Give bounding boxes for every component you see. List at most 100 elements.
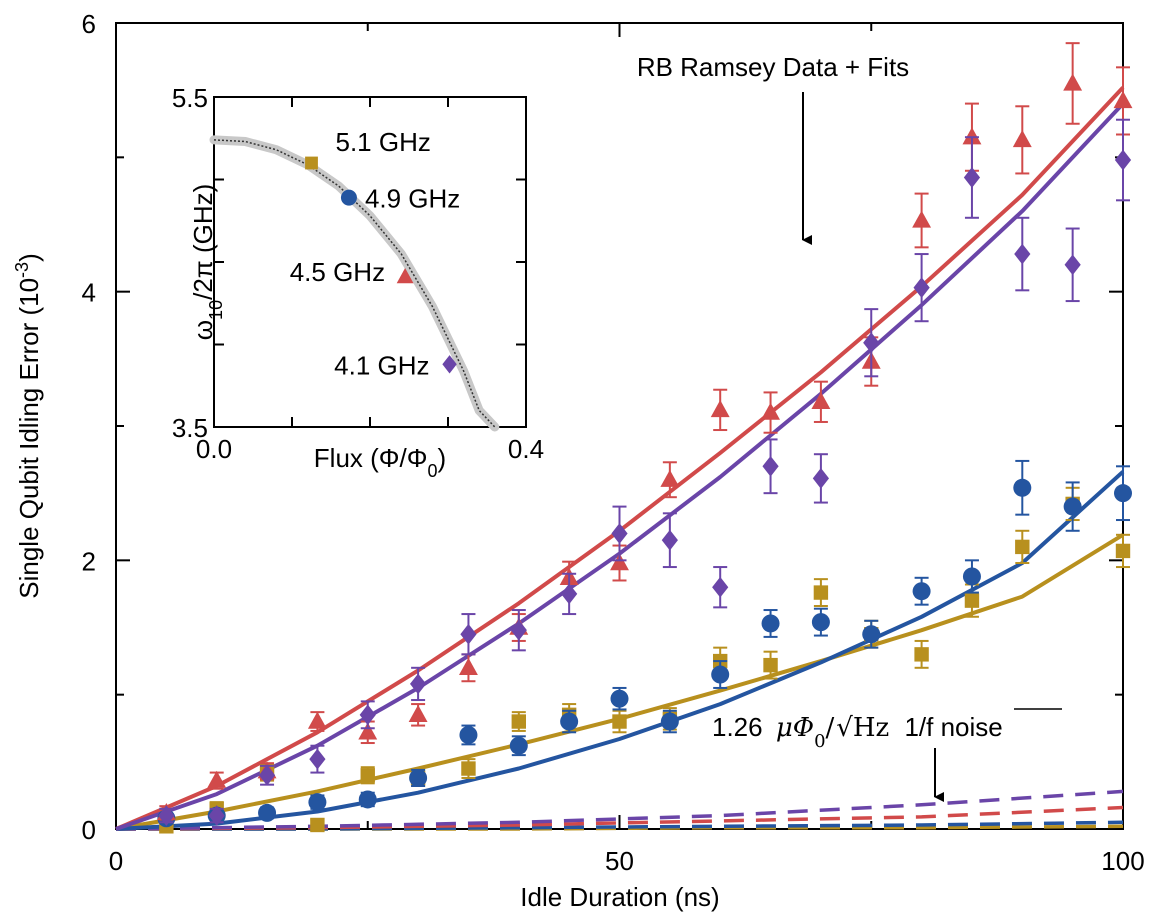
data-point [712,576,729,598]
y-tick-label: 0 [82,815,96,845]
data-point [912,582,931,601]
data-point [307,711,327,729]
data-point [258,764,276,786]
data-point [1063,73,1083,91]
data-point [561,583,578,605]
inset-point [340,189,357,206]
data-point [962,567,981,586]
data-point [812,468,829,489]
data-point [1113,91,1133,109]
data-point [1012,129,1032,148]
data-point [912,210,932,228]
fits-annotation: RB Ramsey Data + Fits [637,52,909,82]
data-point [813,585,829,600]
data-point [610,553,629,571]
data-point [763,657,778,673]
data-point [410,673,427,695]
data-point [358,722,378,740]
inset-curve [209,135,500,432]
data-point [612,714,627,729]
inset-plot: 0.0 0.4 3.5 5.5 5.1 GHz 4.9 GHz 4.5 GHz 4.1 GH… [172,83,544,481]
inset-point-label: 4.1 GHz [334,350,429,380]
main-ticks: 0 50 100 0 2 4 6 [82,9,1145,876]
data-point [811,613,830,632]
x-tick-label: 0 [109,846,123,876]
data-point [611,523,628,544]
data-point [761,402,780,420]
data-point [1015,539,1030,555]
inset-y-tick-label: 5.5 [172,83,208,113]
data-point [460,623,477,645]
data-point [660,712,679,731]
data-point [1114,149,1132,171]
data-point [208,805,225,826]
data-point [1013,478,1032,497]
data-point [661,529,678,551]
fit-line [115,470,1125,831]
data-point [459,725,478,744]
data-point [308,793,327,812]
inset-y-axis-title: ω10/2π (GHz) [188,184,226,341]
data-point [360,768,375,783]
inset-y-tick-label: 3.5 [172,413,208,443]
inset-point-label: 4.5 GHz [290,257,385,287]
data-point [1114,484,1132,503]
inset-ticks: 0.0 0.4 3.5 5.5 [172,83,544,464]
data-point [207,770,227,788]
data-point [459,657,478,675]
inset-x-tick-label: 0.4 [508,434,544,464]
data-point [962,127,982,145]
data-point [310,817,325,833]
data-point [409,768,428,787]
inset-point [305,156,318,170]
data-point [863,332,880,354]
data-point [461,761,476,776]
y-tick-label: 2 [82,546,96,576]
data-point [710,399,730,418]
inset-x-axis-title: Flux (Φ/Φ0) [314,443,446,481]
data-point [610,689,629,708]
data-point [762,455,779,477]
inset-point [396,268,414,284]
inset-point-label: 5.1 GHz [336,127,431,157]
data-point [711,665,730,684]
data-point [359,704,376,726]
main-series [115,42,1133,834]
y-tick-label: 4 [82,278,96,308]
data-point [761,614,780,633]
data-point [913,277,930,298]
data-point [811,391,831,410]
data-point [358,790,377,809]
inset-x-tick-label: 0.0 [196,434,232,464]
inset-frame [213,96,527,428]
inset-curve-line [213,139,496,428]
data-point [1115,543,1131,559]
inset-points: 5.1 GHz 4.9 GHz 4.5 GHz 4.1 GHz [290,127,461,380]
x-tick-label: 100 [1101,846,1144,876]
data-point [509,736,528,755]
data-point [914,647,929,662]
data-point [964,593,980,608]
data-point [1063,497,1082,516]
data-point [258,803,277,822]
data-point [963,167,981,188]
data-point [560,712,579,731]
noise-line [115,789,1124,831]
data-point [511,714,526,729]
x-tick-label: 50 [605,846,634,876]
data-point [1064,254,1081,276]
noise-annotation: 1.26 μΦ0/√Hz 1/f noise [712,712,1003,752]
inset-point-label: 4.9 GHz [365,184,460,214]
x-axis-title: Idle Duration (ns) [520,882,719,912]
data-point [510,619,527,641]
data-point [309,748,326,770]
data-point [408,704,428,723]
y-axis-title: Single Qubit Idling Error (10-3) [12,253,44,599]
data-point [862,625,881,644]
y-tick-label: 6 [82,9,96,39]
data-point [660,469,680,487]
inset-point [442,355,457,374]
data-point [158,805,175,826]
data-point [1014,243,1031,265]
